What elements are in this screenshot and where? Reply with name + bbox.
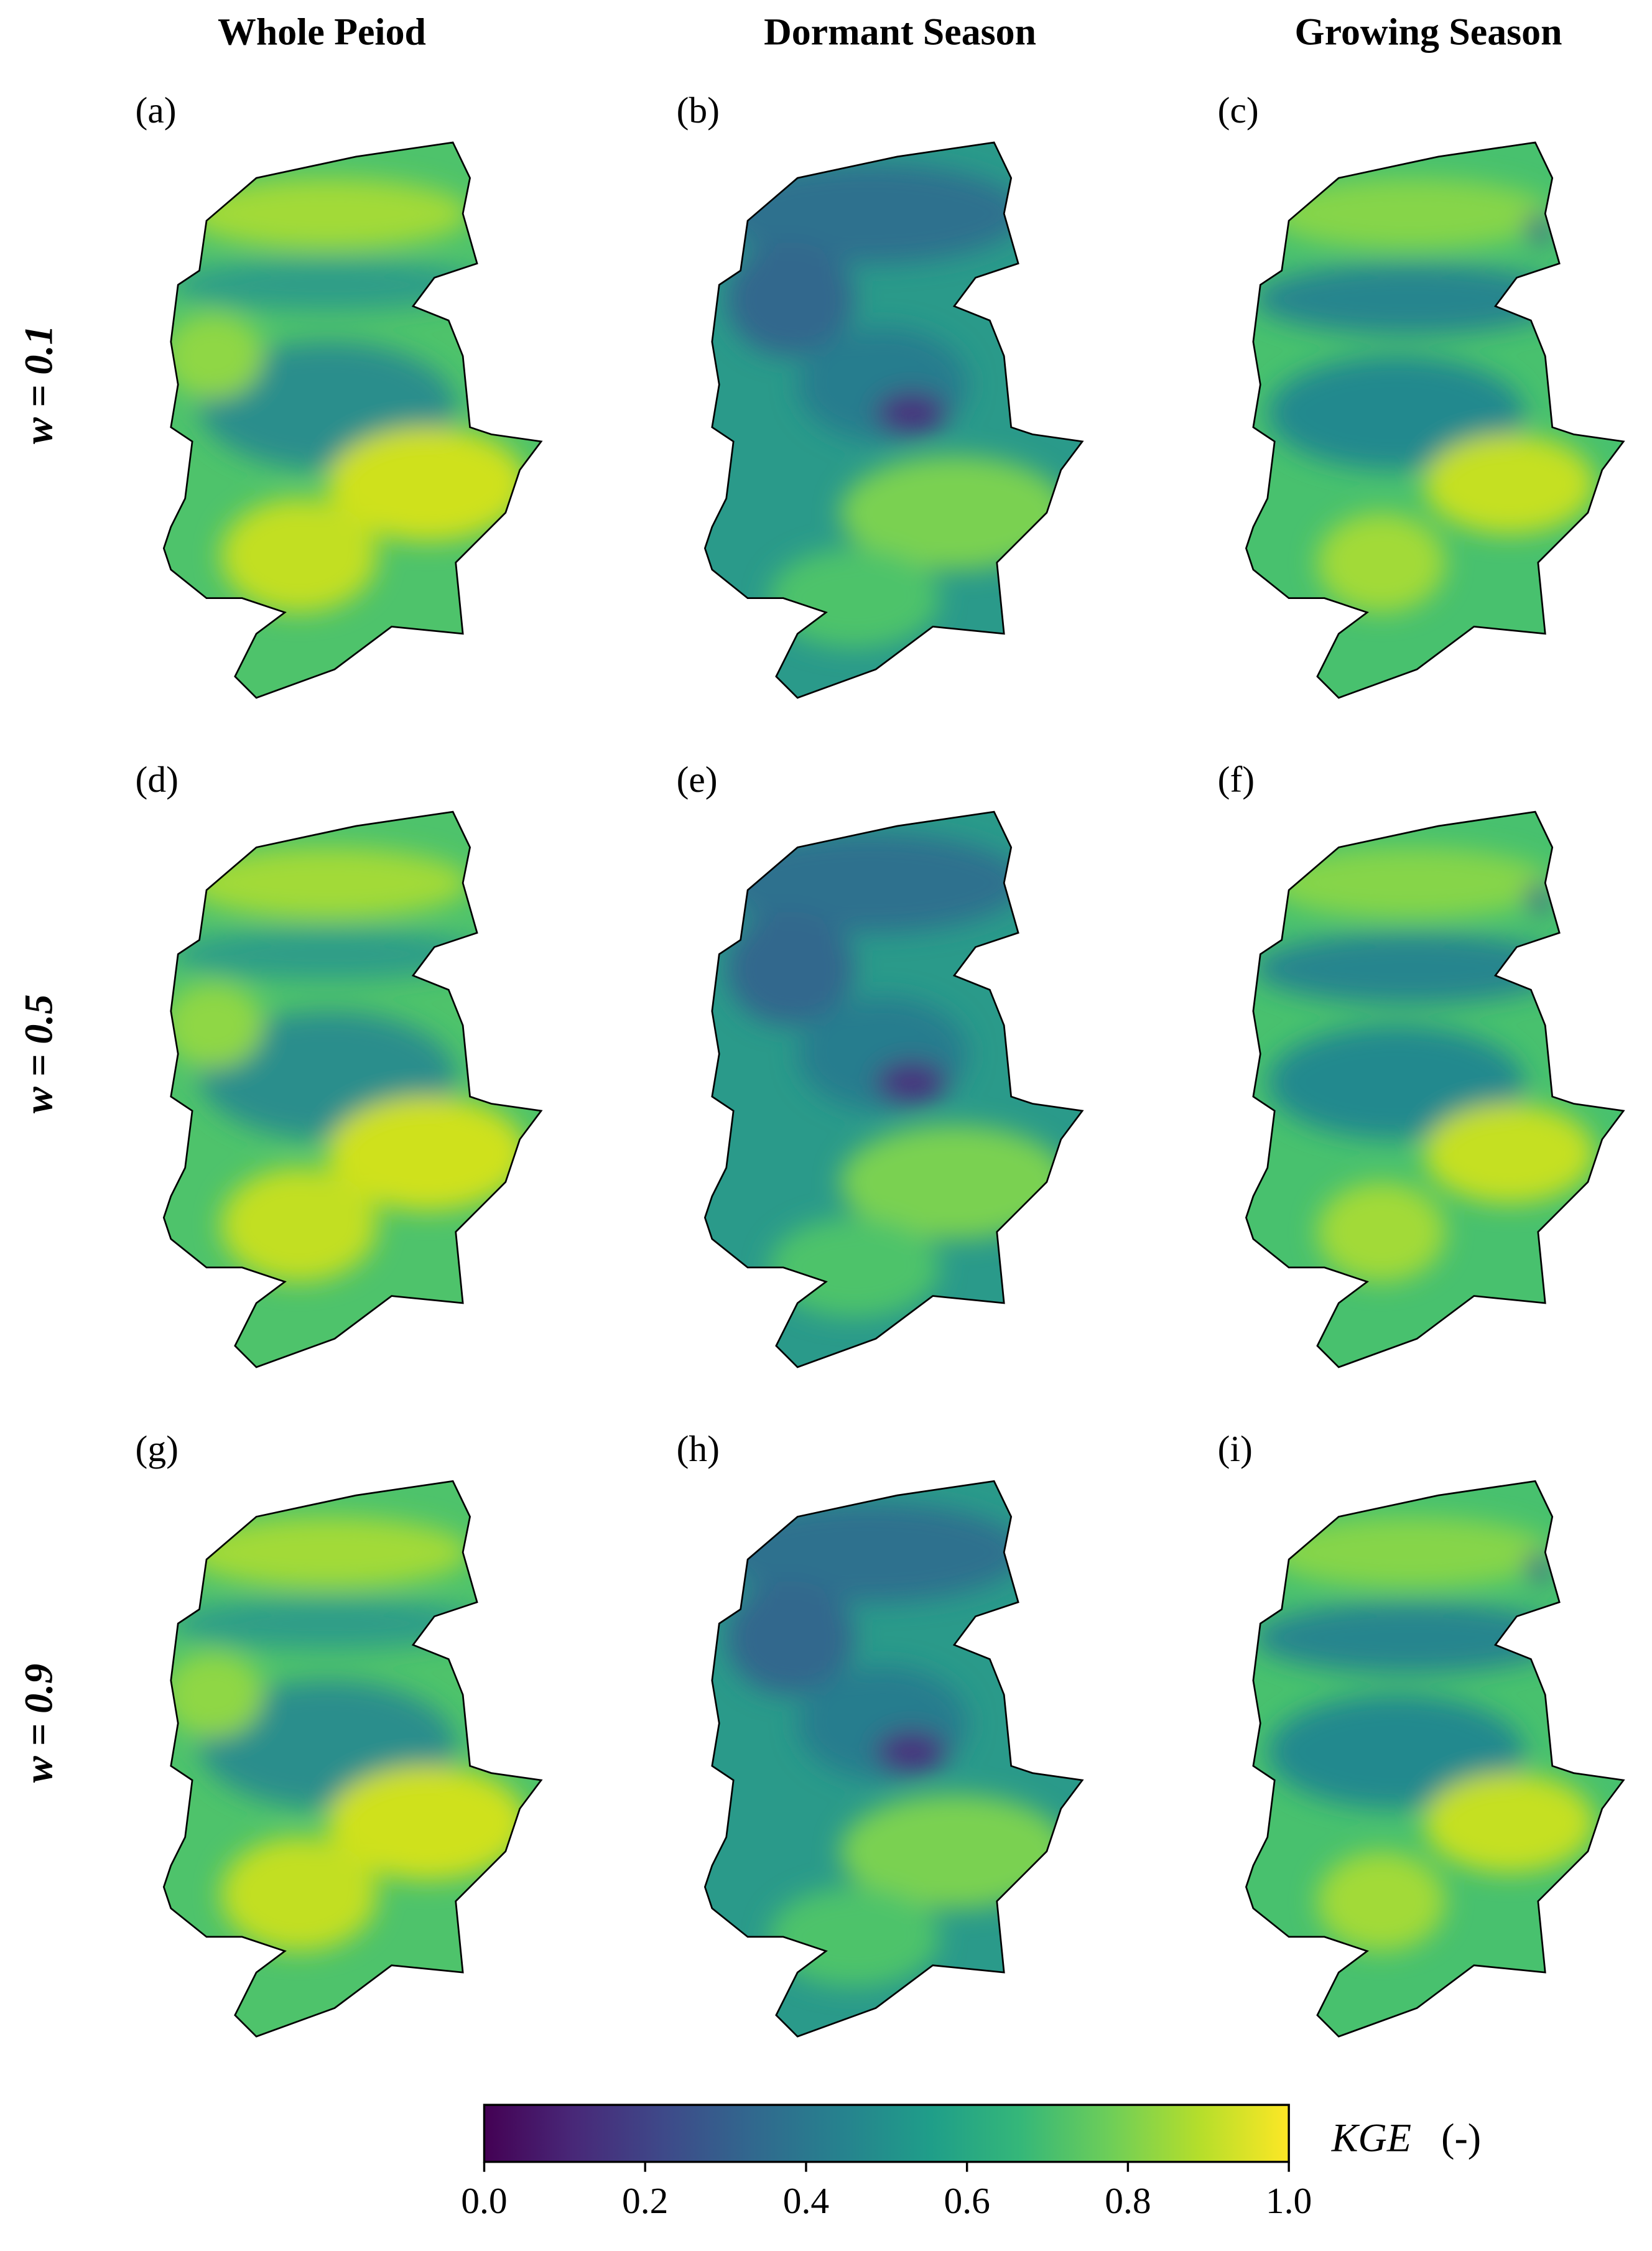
map <box>162 810 542 1368</box>
colorbar-label: KGE <box>1331 2115 1411 2160</box>
colorbar <box>483 2104 1290 2163</box>
panel-label: (c) <box>1218 90 1259 131</box>
panel-label: (i) <box>1218 1428 1253 1469</box>
map <box>704 810 1084 1368</box>
map <box>704 1480 1084 2038</box>
panel-label: (b) <box>677 90 720 131</box>
panel-label: (h) <box>677 1428 720 1469</box>
column-title: Dormant Season <box>764 11 1036 53</box>
tick-label: 0.8 <box>1105 2180 1151 2221</box>
panel-label: (a) <box>136 90 177 131</box>
tick-label: 0.2 <box>622 2180 668 2221</box>
column-title: Growing Season <box>1295 11 1562 53</box>
colorbar-unit: (-) <box>1441 2115 1481 2160</box>
map <box>1245 1480 1625 2038</box>
tick-label: 0.0 <box>461 2180 507 2221</box>
row-label: w = 0.1 <box>16 325 60 443</box>
map <box>162 1480 542 2038</box>
map <box>1245 810 1625 1368</box>
tick-label: 1.0 <box>1266 2180 1312 2221</box>
tick-label: 0.4 <box>783 2180 829 2221</box>
panel-label: (f) <box>1218 759 1255 800</box>
tick-label: 0.6 <box>944 2180 990 2221</box>
panel-label: (e) <box>677 759 718 800</box>
map <box>1245 141 1625 699</box>
map <box>704 141 1084 699</box>
panel-label: (g) <box>136 1428 179 1469</box>
column-title: Whole Peiod <box>218 11 426 53</box>
row-label: w = 0.5 <box>16 995 60 1113</box>
panel-label: (d) <box>136 759 179 800</box>
row-label: w = 0.9 <box>16 1664 60 1783</box>
map <box>162 141 542 699</box>
